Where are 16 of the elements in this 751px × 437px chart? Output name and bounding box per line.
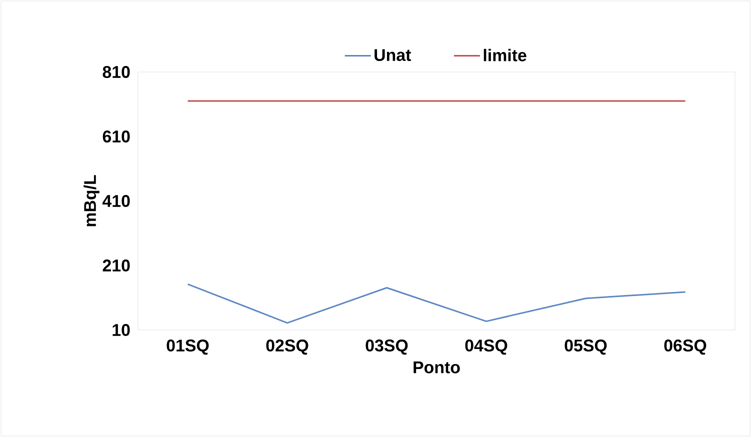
y-tick-label: 610 [102, 130, 130, 143]
y-tick-label: 10 [112, 324, 130, 336]
legend-label: limite [484, 48, 526, 62]
y-tick-label: 810 [102, 66, 130, 78]
x-tick-label: 01SQ [166, 340, 209, 355]
y-tick-label: 410 [102, 195, 130, 208]
y-axis-title: mBq/L [84, 175, 100, 226]
x-tick-label: 02SQ [266, 340, 308, 355]
x-tick-label: 03SQ [366, 340, 408, 355]
x-axis-title: Ponto [414, 362, 460, 374]
x-tick-label: 04SQ [465, 340, 508, 355]
line-series [187, 283, 686, 324]
x-tick-label: 05SQ [564, 340, 607, 355]
legend-label: Unat [374, 49, 412, 62]
y-tick-label: 210 [102, 260, 130, 272]
x-tick-label: 06SQ [664, 340, 706, 355]
